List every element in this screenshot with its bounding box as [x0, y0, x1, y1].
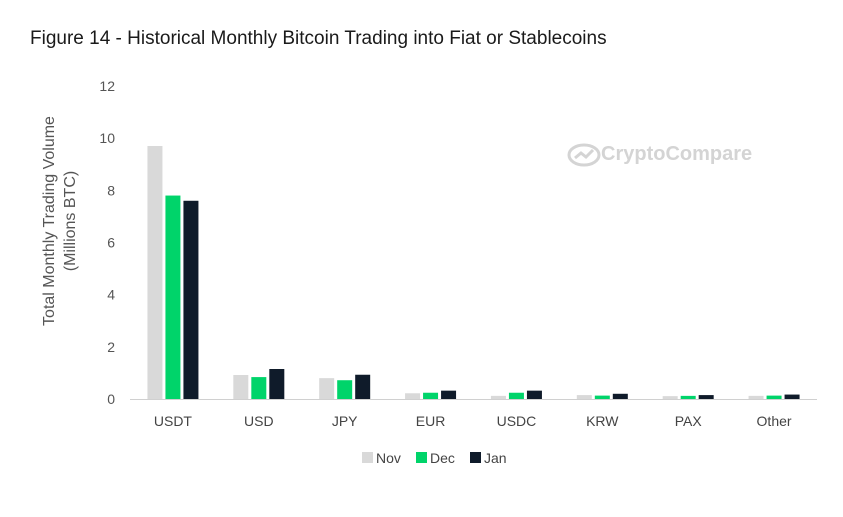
bar-usd-nov [233, 375, 249, 399]
x-axis-ticks: USDT USD JPY EUR USDC KRW PAX Other [154, 413, 792, 429]
y-axis-title-line: Total Monthly Trading Volume [41, 116, 58, 326]
legend-label: Dec [430, 450, 455, 466]
legend-swatch-dec [416, 452, 427, 463]
bar-jpy-jan [355, 374, 371, 399]
bar-other-nov [748, 395, 764, 399]
bar-eur-nov [405, 393, 421, 399]
x-tick-label: PAX [675, 413, 703, 429]
bar-krw-dec [594, 395, 610, 399]
bar-other-dec [766, 395, 782, 399]
legend-label: Nov [376, 450, 401, 466]
x-tick-label: KRW [586, 413, 619, 429]
y-tick-label: 2 [107, 339, 115, 355]
bar-pax-jan [698, 395, 714, 399]
y-axis-title-line: (Millions BTC) [62, 171, 79, 271]
chart-title: Figure 14 - Historical Monthly Bitcoin T… [30, 28, 607, 49]
cryptocompare-logo-icon [567, 143, 601, 167]
cryptocompare-watermark: CryptoCompare [567, 143, 752, 167]
bar-eur-dec [423, 392, 439, 399]
y-tick-label: 6 [107, 235, 115, 251]
y-axis-ticks: 0 2 4 6 8 10 12 [99, 78, 115, 407]
legend-swatch-jan [470, 452, 481, 463]
y-tick-label: 10 [99, 130, 115, 146]
bars [147, 145, 800, 399]
legend-swatch-nov [362, 452, 373, 463]
bar-pax-nov [662, 396, 678, 399]
x-tick-label: USDT [154, 413, 193, 429]
bar-pax-dec [680, 395, 696, 399]
bar-krw-jan [612, 393, 628, 399]
legend: Nov Dec Jan [362, 450, 507, 466]
y-tick-label: 4 [107, 287, 115, 303]
watermark-text: CryptoCompare [601, 143, 752, 165]
bar-usd-dec [251, 377, 267, 399]
x-tick-label: USDC [497, 413, 537, 429]
bar-usdc-dec [508, 392, 524, 399]
bar-eur-jan [441, 390, 457, 399]
bar-jpy-dec [337, 380, 353, 399]
x-tick-label: Other [757, 413, 792, 429]
x-tick-label: EUR [416, 413, 446, 429]
bar-jpy-nov [319, 378, 335, 399]
legend-label: Jan [484, 450, 507, 466]
y-axis-title: Total Monthly Trading Volume (Millions BT… [41, 116, 79, 326]
y-tick-label: 12 [99, 78, 115, 94]
bar-usdc-jan [526, 390, 542, 399]
x-tick-label: JPY [332, 413, 358, 429]
bar-usd-jan [269, 369, 285, 399]
y-tick-label: 8 [107, 182, 115, 198]
bar-usdt-nov [147, 145, 163, 399]
bar-other-jan [784, 394, 800, 399]
y-tick-label: 0 [107, 391, 115, 407]
bar-usdt-jan [183, 200, 199, 399]
bar-usdc-nov [490, 395, 506, 399]
bar-usdt-dec [165, 195, 181, 399]
bar-krw-nov [576, 395, 592, 399]
x-tick-label: USD [244, 413, 274, 429]
